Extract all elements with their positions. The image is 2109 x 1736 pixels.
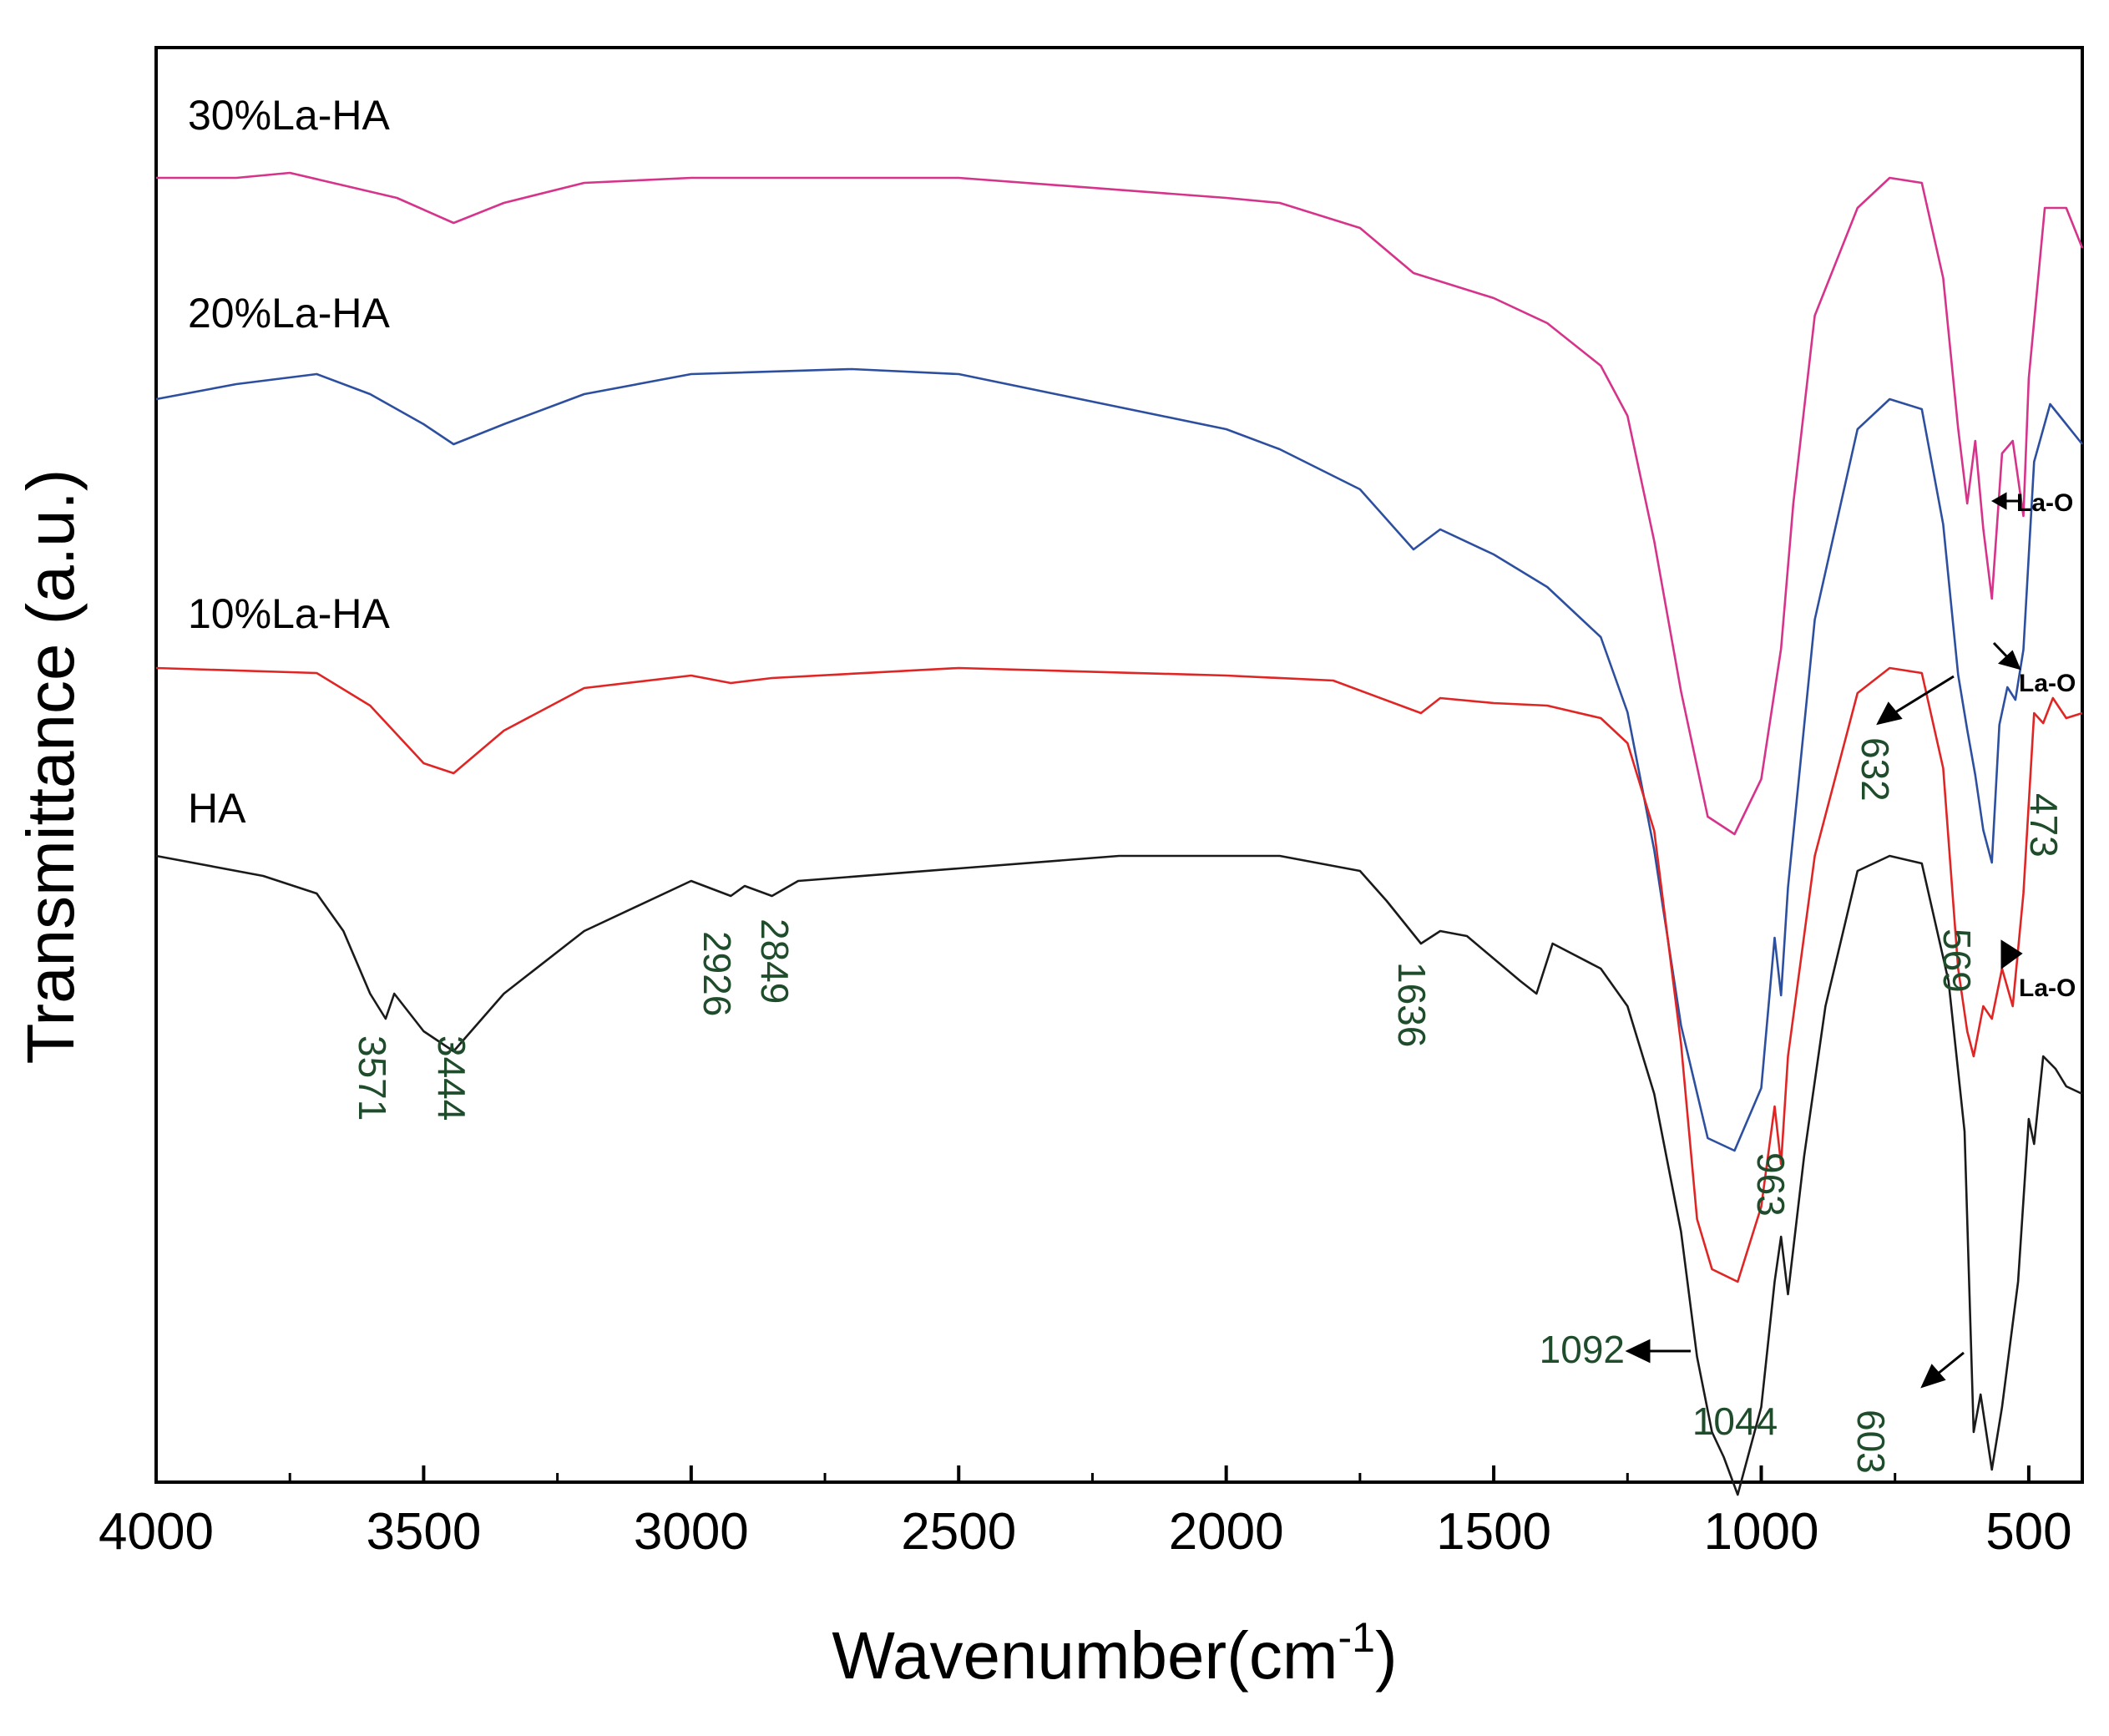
x-axis-ticks: 4000 3500 3000 2500 2000 1500 1000 500 <box>99 1465 2072 1561</box>
x-tick-label-3000: 3000 <box>634 1503 749 1561</box>
series-label-ha: HA <box>188 785 246 832</box>
y-axis-title: Transmittance (a.u.) <box>13 469 88 1065</box>
peak-label-2926: 2926 <box>695 931 739 1016</box>
peak-label-569: 569 <box>1935 929 1979 993</box>
plot-frame <box>154 46 2084 1484</box>
peak-label-3571: 3571 <box>351 1035 394 1121</box>
arrow-la-o-middle-head <box>1998 650 2021 671</box>
series-label-20: 20%La-HA <box>188 290 390 337</box>
peak-label-963: 963 <box>1749 1152 1793 1217</box>
x-tick-label-2000: 2000 <box>1169 1503 1284 1561</box>
peak-label-632: 632 <box>1854 737 1897 802</box>
arrow-la-o-bottom-head <box>2000 939 2023 969</box>
x-axis-title: Wavenumber(cm-1) <box>832 1614 1397 1693</box>
arrow-603-head <box>1920 1364 1946 1389</box>
peak-label-473: 473 <box>2022 793 2066 858</box>
x-axis-title-sup: -1 <box>1338 1614 1374 1661</box>
annotation-arrows <box>1625 492 2023 1389</box>
peak-label-1044: 1044 <box>1692 1399 1778 1443</box>
la-o-label-top: La-O <box>2016 489 2073 517</box>
x-axis-title-close: ) <box>1375 1618 1398 1693</box>
series-line-ha <box>155 854 2083 1496</box>
peak-label-1092: 1092 <box>1540 1328 1625 1371</box>
x-tick-label-500: 500 <box>1985 1503 2071 1561</box>
x-tick-label-3500: 3500 <box>366 1503 481 1561</box>
x-tick-label-1000: 1000 <box>1704 1503 1819 1561</box>
series-label-30: 30%La-HA <box>188 92 390 139</box>
peak-label-1636: 1636 <box>1390 962 1434 1047</box>
x-axis-title-main: Wavenumber(cm <box>832 1618 1338 1693</box>
x-tick-label-2500: 2500 <box>901 1503 1016 1561</box>
peak-label-603: 603 <box>1849 1410 1893 1474</box>
series-layer <box>155 171 2084 1496</box>
series-line-10-la-ha <box>155 666 2083 1283</box>
x-tick-label-1500: 1500 <box>1436 1503 1551 1561</box>
arrow-632-head <box>1876 701 1903 726</box>
series-line-30-la-ha <box>156 171 2084 836</box>
arrow-1092-head <box>1625 1339 1651 1364</box>
arrow-632 <box>1888 675 1955 718</box>
series-label-10: 10%La-HA <box>188 590 390 637</box>
peak-label-2849: 2849 <box>753 919 797 1004</box>
la-o-label-bottom: La-O <box>2019 974 2076 1002</box>
peak-label-3444: 3444 <box>430 1035 473 1121</box>
series-line-20-la-ha <box>155 367 2084 1152</box>
x-tick-label-4000: 4000 <box>99 1503 214 1561</box>
la-o-label-middle: La-O <box>2019 670 2076 697</box>
arrow-la-o-top-head <box>1990 492 2007 510</box>
